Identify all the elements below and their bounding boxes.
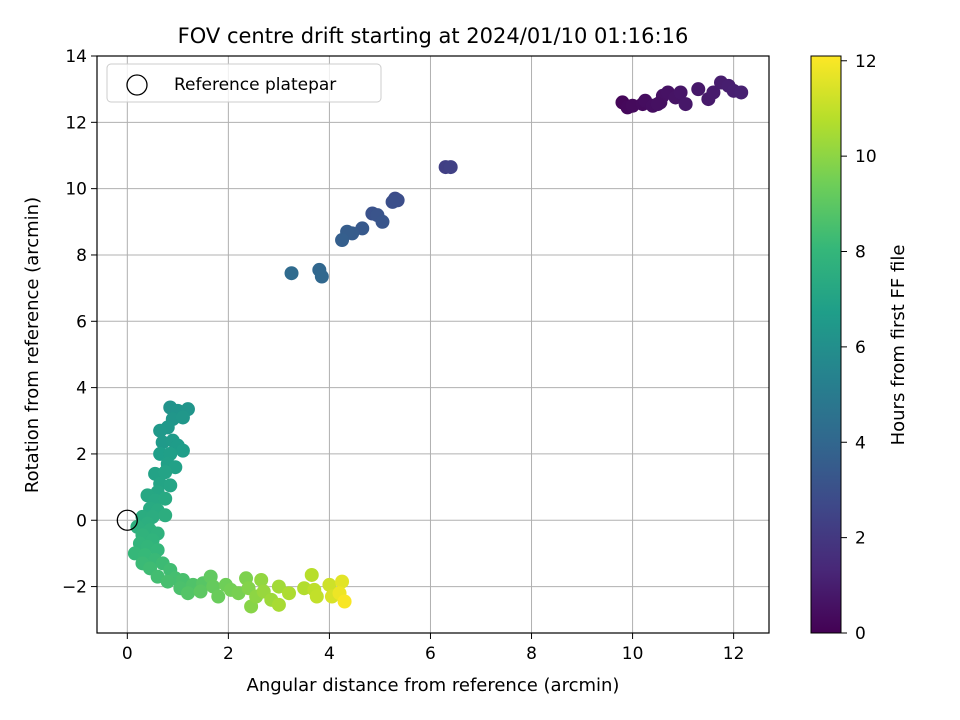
data-point: [282, 586, 296, 601]
y-tick-label: 12: [65, 113, 87, 133]
colorbar-ticks: 0 2 4 6 8 10 12: [841, 52, 877, 644]
x-axis-ticks: 0 2 4 6 8 10 12: [122, 633, 745, 664]
y-tick-label: 8: [76, 246, 87, 266]
data-point: [153, 446, 168, 461]
data-point: [678, 97, 693, 112]
legend-box: [106, 63, 382, 103]
data-point: [211, 589, 226, 604]
data-point: [314, 269, 329, 284]
y-tick-label: 6: [76, 312, 87, 332]
data-point: [158, 465, 173, 480]
y-axis-label: Rotation from reference (arcmin): [22, 197, 43, 493]
colorbar-gradient: [811, 56, 841, 633]
x-axis-label: Angular distance from reference (arcmin): [247, 675, 620, 696]
data-point: [180, 586, 195, 601]
reference-platepar-marker: [116, 509, 138, 531]
y-axis-ticks: −2 0 2 4 6 8 10 12 14: [62, 47, 97, 598]
colorbar: 0 2 4 6 8 10 12 Hours from first FF file: [810, 52, 909, 644]
colorbar-frame: [810, 55, 842, 634]
data-point: [337, 594, 352, 609]
x-tick-label: 12: [723, 644, 745, 664]
colorbar-tick-label: 8: [855, 243, 866, 263]
colorbar-tick-label: 6: [855, 338, 866, 358]
data-point: [375, 214, 390, 229]
y-tick-label: 10: [65, 180, 87, 200]
colorbar-tick-label: 10: [855, 147, 877, 167]
data-point: [385, 194, 400, 209]
x-tick-label: 8: [526, 644, 537, 664]
data-point: [158, 508, 173, 523]
legend-label-reference: Reference platepar: [174, 75, 336, 95]
colorbar-tick-label: 2: [855, 529, 866, 549]
x-tick-label: 4: [324, 644, 335, 664]
data-point: [673, 85, 688, 100]
legend: Reference platepar: [106, 63, 382, 103]
data-point: [153, 423, 168, 438]
chart-title: FOV centre drift starting at 2024/01/10 …: [178, 24, 689, 48]
y-tick-label: 14: [65, 47, 87, 67]
y-tick-label: 4: [76, 379, 87, 399]
y-tick-label: 2: [76, 445, 87, 465]
data-point: [322, 577, 337, 592]
colorbar-label: Hours from first FF file: [888, 245, 909, 446]
data-point: [271, 579, 286, 594]
data-point: [734, 85, 749, 100]
data-point: [175, 410, 190, 425]
x-tick-label: 10: [622, 644, 644, 664]
y-tick-label: 0: [76, 511, 87, 531]
data-point: [309, 589, 324, 604]
colorbar-tick-label: 4: [855, 433, 866, 453]
data-point: [706, 85, 721, 100]
data-point: [335, 233, 350, 248]
x-tick-label: 6: [425, 644, 436, 664]
data-point: [163, 478, 178, 493]
data-point: [175, 443, 190, 458]
data-point: [335, 574, 350, 589]
data-point: [650, 97, 665, 112]
data-point: [160, 574, 175, 589]
colorbar-tick-label: 12: [855, 52, 877, 72]
data-points: [116, 75, 749, 614]
x-tick-label: 0: [122, 644, 133, 664]
plot-frame: [96, 55, 770, 634]
y-tick-label: −2: [62, 578, 87, 598]
grid-lines: [97, 55, 769, 633]
x-tick-label: 2: [223, 644, 234, 664]
data-point: [158, 491, 173, 506]
legend-marker-reference: [126, 74, 148, 96]
colorbar-tick-label: 0: [855, 624, 866, 644]
data-point: [304, 567, 319, 582]
data-point: [691, 82, 706, 97]
data-point: [193, 584, 208, 599]
data-point: [271, 597, 286, 612]
data-point: [254, 572, 269, 587]
data-point: [284, 266, 299, 281]
data-point: [443, 160, 458, 175]
